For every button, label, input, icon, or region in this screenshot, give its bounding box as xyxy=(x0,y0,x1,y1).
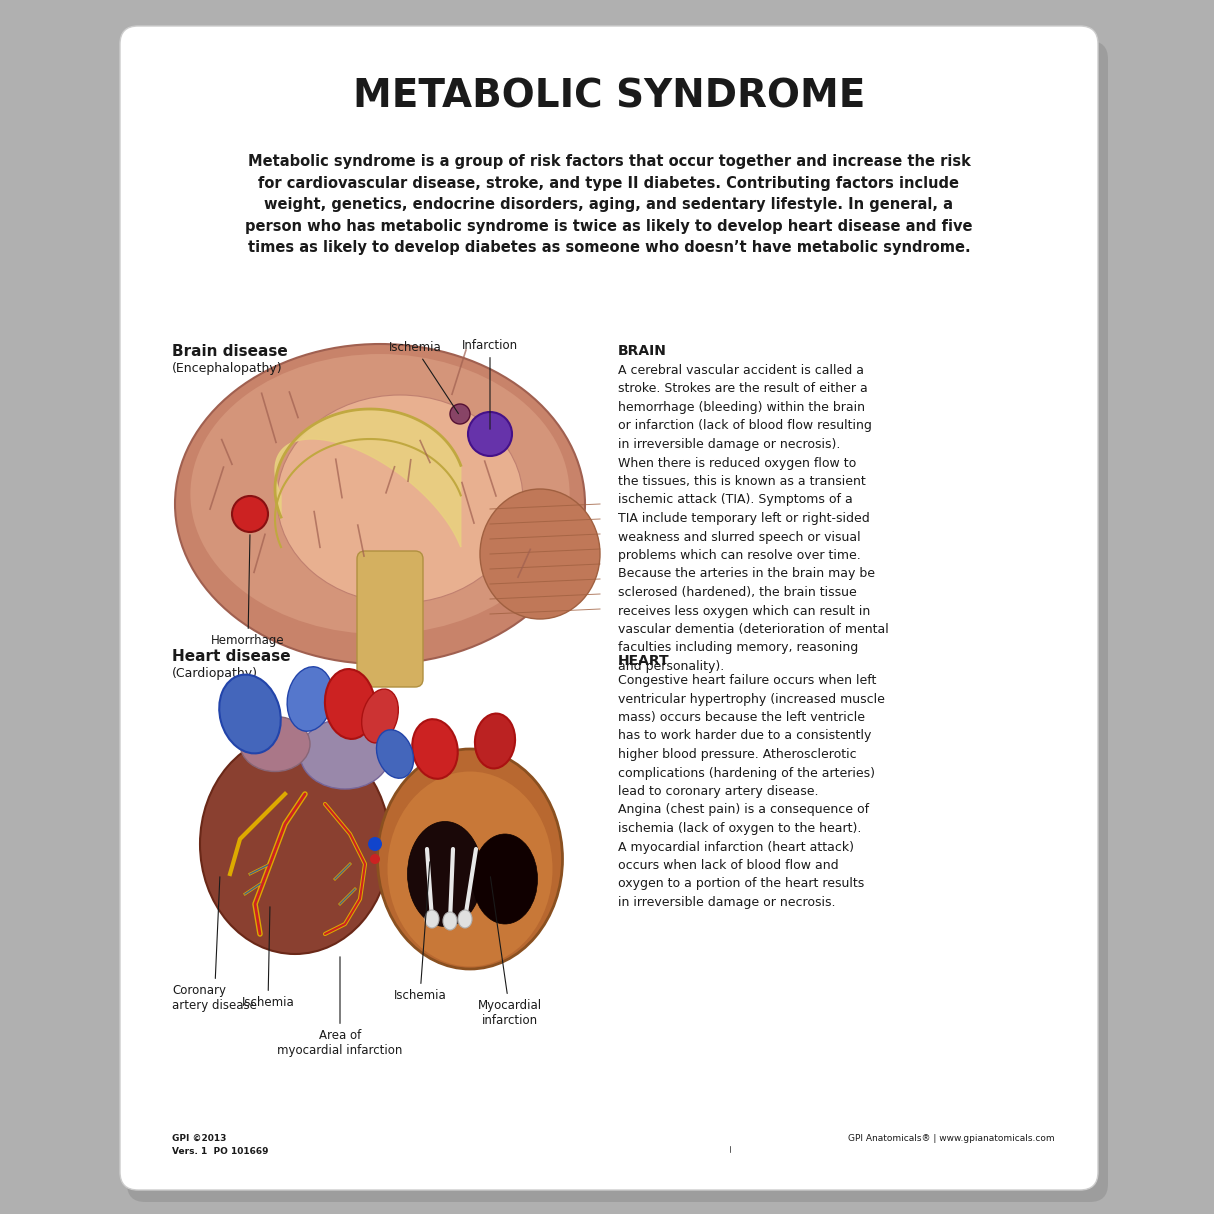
Ellipse shape xyxy=(325,669,375,739)
Text: (Encephalopathy): (Encephalopathy) xyxy=(172,362,283,375)
Text: Ischemia: Ischemia xyxy=(388,341,459,414)
FancyBboxPatch shape xyxy=(357,551,422,687)
Ellipse shape xyxy=(175,344,585,664)
Text: Brain disease: Brain disease xyxy=(172,344,288,359)
Text: A cerebral vascular accident is called a
stroke. Strokes are the result of eithe: A cerebral vascular accident is called a… xyxy=(618,364,889,673)
Ellipse shape xyxy=(220,675,280,754)
Circle shape xyxy=(368,836,382,851)
Ellipse shape xyxy=(277,395,523,603)
Ellipse shape xyxy=(191,354,569,634)
FancyBboxPatch shape xyxy=(127,41,1108,1202)
Text: (Cardiopathy): (Cardiopathy) xyxy=(172,666,259,680)
Ellipse shape xyxy=(288,666,333,731)
Ellipse shape xyxy=(408,822,482,926)
FancyBboxPatch shape xyxy=(120,25,1097,1190)
Polygon shape xyxy=(276,409,461,548)
Ellipse shape xyxy=(472,834,538,924)
Text: Metabolic syndrome is a group of risk factors that occur together and increase t: Metabolic syndrome is a group of risk fa… xyxy=(245,154,972,255)
Text: GPI Anatomicals® | www.gpianatomicals.com: GPI Anatomicals® | www.gpianatomicals.co… xyxy=(849,1134,1055,1144)
Ellipse shape xyxy=(387,772,552,966)
Ellipse shape xyxy=(443,912,456,930)
Ellipse shape xyxy=(300,719,390,789)
Text: GPI ©2013
Vers. 1  PO 101669: GPI ©2013 Vers. 1 PO 101669 xyxy=(172,1134,268,1156)
Text: Ischemia: Ischemia xyxy=(242,907,294,1009)
Text: Area of
myocardial infarction: Area of myocardial infarction xyxy=(277,957,403,1057)
Text: Ischemia: Ischemia xyxy=(393,862,447,1002)
Circle shape xyxy=(450,404,470,424)
Ellipse shape xyxy=(480,489,600,619)
Ellipse shape xyxy=(425,910,439,927)
Circle shape xyxy=(469,412,512,456)
Ellipse shape xyxy=(200,734,390,954)
Ellipse shape xyxy=(240,716,310,772)
Ellipse shape xyxy=(413,719,458,779)
Text: Coronary
artery disease: Coronary artery disease xyxy=(172,877,257,1012)
Ellipse shape xyxy=(378,749,562,969)
Ellipse shape xyxy=(376,730,414,778)
Text: Heart disease: Heart disease xyxy=(172,649,290,664)
Text: Infarction: Infarction xyxy=(463,339,518,430)
Circle shape xyxy=(232,497,268,532)
Text: HEART: HEART xyxy=(618,654,670,668)
Text: Congestive heart failure occurs when left
ventricular hypertrophy (increased mus: Congestive heart failure occurs when lef… xyxy=(618,674,885,909)
Text: Myocardial
infarction: Myocardial infarction xyxy=(478,877,543,1027)
Ellipse shape xyxy=(362,690,398,743)
Text: BRAIN: BRAIN xyxy=(618,344,666,358)
Text: METABOLIC SYNDROME: METABOLIC SYNDROME xyxy=(353,76,866,115)
Ellipse shape xyxy=(475,714,515,768)
Text: Hemorrhage: Hemorrhage xyxy=(211,535,285,647)
Ellipse shape xyxy=(458,910,472,927)
Circle shape xyxy=(370,853,380,864)
